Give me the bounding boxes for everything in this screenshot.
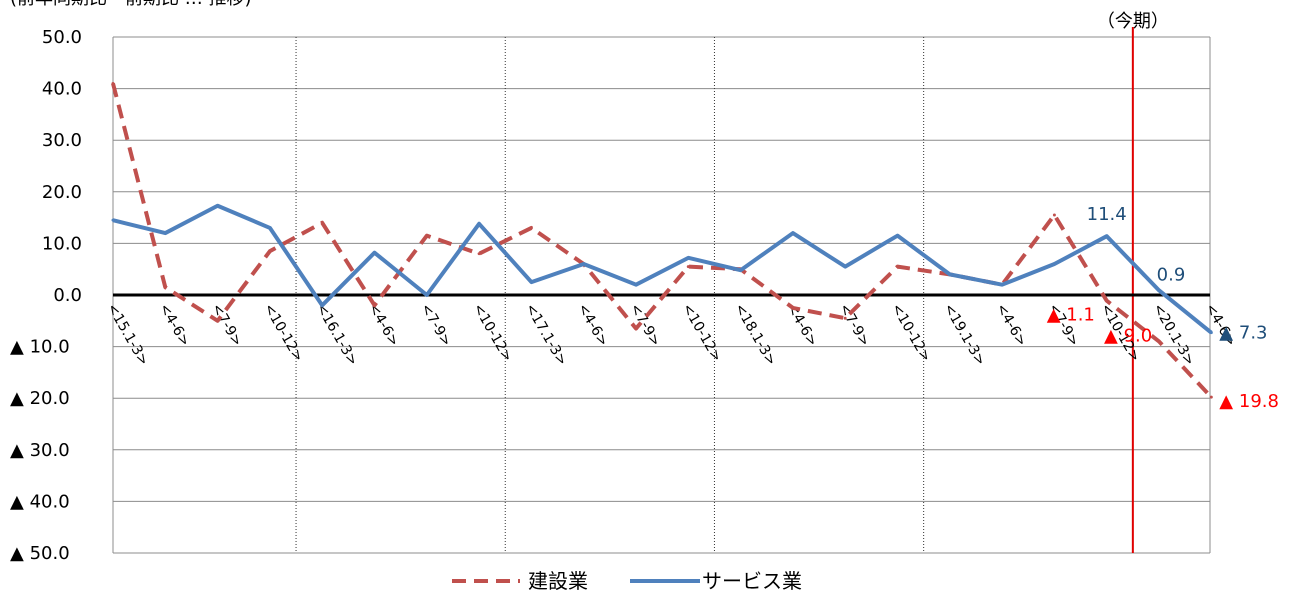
data-label: 11.4 xyxy=(1087,204,1127,225)
x-tick-label: <10-12> xyxy=(470,301,516,365)
data-point xyxy=(163,285,167,289)
y-tick-label: ▲ 40.0 xyxy=(10,491,70,512)
legend-label-service: サービス業 xyxy=(702,569,802,593)
data-label: ▲ 7.3 xyxy=(1219,323,1267,344)
chart-title-partial: (前年同期比・前期比 … 推移) xyxy=(10,0,252,9)
x-tick-label: <17.1-3> xyxy=(522,301,570,368)
x-tick-label: <4-6> xyxy=(783,301,820,349)
data-point xyxy=(1052,262,1056,266)
series-line-construction xyxy=(111,82,1213,399)
data-point xyxy=(791,231,795,235)
current-period-label: （今期） xyxy=(1097,11,1169,32)
data-point xyxy=(163,231,167,235)
data-point xyxy=(268,226,272,230)
y-tick-label: 50.0 xyxy=(42,27,82,48)
data-point xyxy=(320,303,324,307)
y-tick-label: 40.0 xyxy=(42,79,82,100)
data-point xyxy=(477,252,481,256)
data-point xyxy=(843,265,847,269)
data-label: 0.9 xyxy=(1157,264,1186,285)
data-point xyxy=(791,306,795,310)
x-tick-label: <10-12> xyxy=(679,301,725,365)
x-tick-label: <4-6> xyxy=(993,301,1030,349)
data-point xyxy=(268,249,272,253)
data-point xyxy=(1000,283,1004,287)
x-tick-label: <4-6> xyxy=(574,301,611,349)
data-point xyxy=(216,204,220,208)
x-tick-label: <7-9> xyxy=(417,301,454,349)
legend-label-construction: 建設業 xyxy=(528,569,588,593)
series-line-service xyxy=(112,203,1213,335)
x-tick-label: <4-6> xyxy=(365,301,402,349)
x-tick-label: <10-12> xyxy=(888,301,934,365)
x-tick-label: <16.1-3> xyxy=(313,301,361,368)
data-point xyxy=(111,218,115,222)
data-point xyxy=(686,265,690,269)
y-tick-label: 10.0 xyxy=(42,233,82,254)
data-point xyxy=(111,81,115,85)
data-point xyxy=(896,265,899,269)
x-tick-label: <15.1-3> xyxy=(104,301,152,368)
y-tick-label: ▲ 10.0 xyxy=(10,337,70,358)
x-tick-label: <19.1-3> xyxy=(940,301,988,368)
data-point xyxy=(1209,331,1213,335)
data-point xyxy=(843,316,847,320)
data-label: ▲ 19.8 xyxy=(1219,391,1279,412)
data-point xyxy=(1052,213,1056,217)
data-point xyxy=(582,262,586,266)
y-tick-label: 20.0 xyxy=(42,182,82,203)
data-point xyxy=(634,327,638,331)
data-point xyxy=(216,319,220,323)
data-point xyxy=(373,303,376,307)
data-point xyxy=(529,280,533,284)
data-point xyxy=(1157,288,1161,292)
y-tick-label: 30.0 xyxy=(42,130,82,151)
x-tick-label: <10-12> xyxy=(260,301,306,365)
data-point xyxy=(1105,234,1109,238)
y-tick-label: ▲ 20.0 xyxy=(10,388,70,409)
data-point xyxy=(896,234,899,238)
x-tick-label: <4-6> xyxy=(156,301,193,349)
x-tick-label: <18.1-3> xyxy=(731,301,779,368)
data-point xyxy=(634,283,638,287)
data-point xyxy=(320,221,324,225)
data-label: ▲ 9.0 xyxy=(1104,325,1152,346)
data-point xyxy=(1157,339,1161,343)
data-label: ▲ 1.1 xyxy=(1047,305,1095,326)
data-point xyxy=(373,251,376,255)
data-point xyxy=(739,268,743,272)
y-tick-label: 0.0 xyxy=(53,285,82,306)
data-point xyxy=(425,293,429,297)
data-point xyxy=(425,234,429,238)
data-point xyxy=(529,226,533,230)
data-point xyxy=(948,272,952,276)
data-point xyxy=(1105,299,1109,303)
y-tick-label: ▲ 30.0 xyxy=(10,440,70,461)
data-point xyxy=(1209,395,1213,399)
data-point xyxy=(686,256,690,260)
data-point xyxy=(477,222,481,226)
y-tick-label: ▲ 50.0 xyxy=(10,543,70,564)
